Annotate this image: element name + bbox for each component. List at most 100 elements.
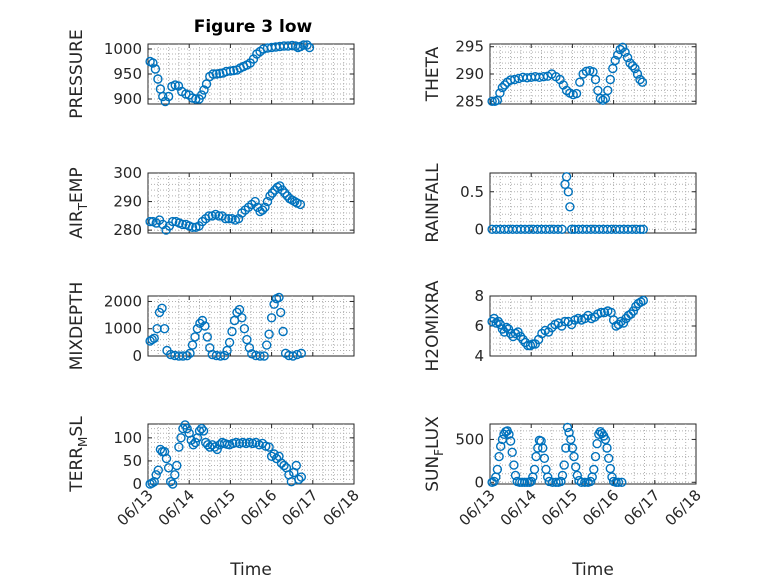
data-point <box>538 71 549 82</box>
data-point <box>605 463 615 474</box>
data-point <box>277 185 287 195</box>
data-point <box>635 74 645 85</box>
data-point <box>505 436 516 446</box>
data-point <box>174 442 184 452</box>
data-point <box>557 470 568 481</box>
x-tick-label: 06/18 <box>662 486 705 529</box>
data-point <box>589 464 599 475</box>
data-point <box>269 299 279 309</box>
x-tick-label: 06/15 <box>196 486 239 529</box>
data-point <box>194 426 205 436</box>
data-point <box>571 462 581 472</box>
y-tick-label: 285 <box>455 92 484 110</box>
data-point <box>167 479 178 489</box>
data-point <box>590 451 601 462</box>
data-point <box>260 202 270 213</box>
data-point <box>201 79 212 89</box>
subplot-theta: 285 290 295 THETA <box>423 38 697 110</box>
data-point <box>150 64 161 74</box>
x-tick-label: 06/16 <box>579 486 622 529</box>
data-point <box>497 82 508 93</box>
data-point <box>190 437 201 448</box>
data-point <box>522 477 532 487</box>
data-point <box>158 91 168 102</box>
data-point <box>220 213 231 224</box>
data-point <box>269 449 279 459</box>
data-point <box>148 58 158 68</box>
data-point <box>622 52 633 63</box>
data-point <box>159 324 170 334</box>
y-tick-label: 1000 <box>104 40 142 58</box>
data-point <box>274 292 284 303</box>
x-tick-label: 06/14 <box>497 486 540 529</box>
data-point <box>630 63 640 74</box>
data-point <box>562 422 573 433</box>
data-point <box>602 443 612 453</box>
data-point <box>266 313 277 323</box>
data-point <box>566 434 576 445</box>
data-point <box>250 196 260 207</box>
data-point <box>291 460 301 471</box>
y-axis-label: TERRMSL <box>67 416 90 493</box>
subplot-terr-msl: 05010006/1306/1406/1506/1606/1706/18TERR… <box>67 416 363 530</box>
data-point <box>280 188 290 198</box>
data-point <box>187 340 198 350</box>
data-point <box>628 306 639 316</box>
data-point <box>620 47 630 57</box>
data-point <box>264 329 274 339</box>
y-axis-label: H2OMIXRA <box>423 280 443 371</box>
y-axis-label: AIRTEMP <box>67 167 90 238</box>
data-point <box>565 202 575 212</box>
data-point <box>543 472 553 482</box>
data-point <box>147 334 157 345</box>
data-point <box>638 224 648 235</box>
x-tick-label: 06/16 <box>237 486 280 529</box>
data-point <box>557 224 567 235</box>
data-point <box>569 451 579 462</box>
data-point <box>510 470 521 481</box>
data-point <box>196 423 207 434</box>
data-point <box>145 216 155 227</box>
data-point <box>495 88 505 98</box>
y-tick-label: 1000 <box>104 320 142 338</box>
data-point <box>489 476 499 487</box>
data-point <box>271 453 282 464</box>
data-point <box>182 351 192 361</box>
data-point <box>157 303 167 313</box>
data-point <box>491 318 501 328</box>
data-point <box>163 463 174 473</box>
data-point <box>567 443 578 453</box>
data-point <box>631 224 641 235</box>
data-point <box>572 470 582 481</box>
data-point <box>151 470 161 480</box>
x-tick-label: 06/17 <box>278 486 321 529</box>
y-axis-label: MIXDEPTH <box>67 282 87 371</box>
data-point <box>610 55 620 66</box>
data-point <box>195 318 205 328</box>
data-point <box>170 470 180 480</box>
data-point <box>161 453 172 464</box>
data-point <box>553 224 563 235</box>
data-point <box>564 427 574 438</box>
data-point <box>257 205 268 215</box>
data-point <box>603 85 613 96</box>
data-point <box>626 309 636 319</box>
data-point <box>262 196 273 207</box>
data-point <box>163 91 174 102</box>
data-point <box>242 334 252 345</box>
data-point <box>296 348 306 358</box>
data-point <box>153 74 163 84</box>
data-point <box>571 88 582 99</box>
data-point <box>227 326 237 337</box>
data-point <box>529 464 540 475</box>
data-point <box>255 351 265 361</box>
y-tick-label: 100 <box>113 429 142 447</box>
data-point <box>304 42 315 53</box>
data-point <box>618 318 629 328</box>
data-point <box>234 304 245 315</box>
data-point <box>526 476 536 487</box>
data-point <box>276 307 286 318</box>
data-point <box>176 433 186 443</box>
data-point <box>519 477 530 487</box>
